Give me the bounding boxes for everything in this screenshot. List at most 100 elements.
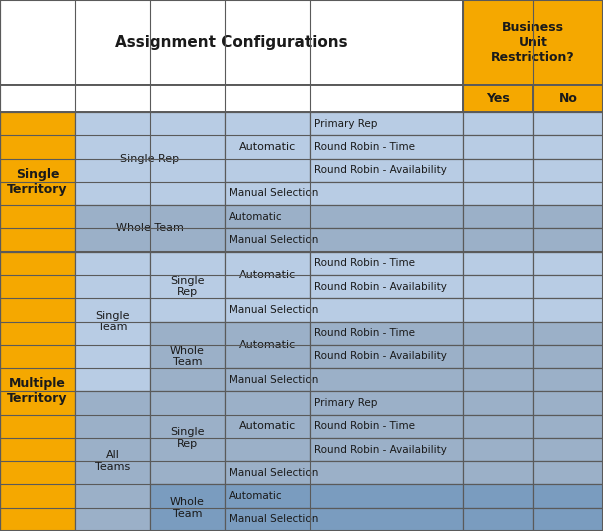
Bar: [463, 205, 533, 228]
Text: Manual Selection: Manual Selection: [229, 305, 318, 315]
Bar: [225, 298, 463, 321]
Bar: [463, 159, 533, 182]
Text: Manual Selection: Manual Selection: [229, 189, 318, 199]
Text: Manual Selection: Manual Selection: [229, 515, 318, 524]
Bar: [310, 321, 463, 345]
Bar: [463, 461, 533, 484]
Bar: [310, 438, 463, 461]
Bar: [310, 112, 463, 135]
Bar: [533, 484, 603, 508]
Bar: [533, 135, 603, 159]
Text: Manual Selection: Manual Selection: [229, 468, 318, 478]
Text: Round Robin - Time: Round Robin - Time: [314, 328, 415, 338]
Bar: [225, 461, 463, 484]
Bar: [463, 275, 533, 298]
Bar: [533, 275, 603, 298]
Text: All
Teams: All Teams: [95, 450, 130, 472]
Bar: [463, 85, 533, 112]
Bar: [463, 228, 533, 252]
Text: Automatic: Automatic: [239, 270, 296, 280]
Bar: [463, 252, 533, 275]
Bar: [75, 112, 225, 205]
Bar: [150, 321, 225, 391]
Text: Automatic: Automatic: [239, 340, 296, 350]
Bar: [225, 252, 310, 298]
Bar: [225, 321, 310, 368]
Bar: [533, 438, 603, 461]
Bar: [150, 391, 225, 484]
Text: Round Robin - Time: Round Robin - Time: [314, 142, 415, 152]
Bar: [0, 0, 463, 85]
Text: Whole Team: Whole Team: [116, 224, 184, 234]
Bar: [533, 205, 603, 228]
Text: Automatic: Automatic: [229, 491, 283, 501]
Text: Single
Rep: Single Rep: [170, 427, 205, 449]
Bar: [533, 391, 603, 415]
Bar: [225, 508, 463, 531]
Text: Automatic: Automatic: [229, 212, 283, 222]
Bar: [463, 182, 533, 205]
Bar: [533, 298, 603, 321]
Bar: [0, 112, 75, 252]
Bar: [75, 205, 225, 252]
Text: Primary Rep: Primary Rep: [314, 398, 377, 408]
Text: Multiple
Territory: Multiple Territory: [7, 378, 68, 405]
Bar: [463, 298, 533, 321]
Bar: [463, 135, 533, 159]
Text: Yes: Yes: [486, 92, 510, 105]
Bar: [533, 85, 603, 112]
Bar: [150, 252, 225, 321]
Text: Round Robin - Availability: Round Robin - Availability: [314, 352, 447, 362]
Bar: [533, 415, 603, 438]
Bar: [533, 368, 603, 391]
Text: Round Robin - Availability: Round Robin - Availability: [314, 444, 447, 455]
Bar: [533, 252, 603, 275]
Bar: [463, 391, 533, 415]
Bar: [310, 275, 463, 298]
Text: Round Robin - Time: Round Robin - Time: [314, 258, 415, 268]
Text: Single
Rep: Single Rep: [170, 276, 205, 297]
Bar: [533, 345, 603, 368]
Text: Primary Rep: Primary Rep: [314, 118, 377, 129]
Bar: [463, 484, 533, 508]
Bar: [0, 112, 603, 531]
Text: Whole
Team: Whole Team: [170, 497, 205, 519]
Text: Automatic: Automatic: [239, 142, 296, 152]
Bar: [225, 182, 463, 205]
Text: Single
Territory: Single Territory: [7, 168, 68, 196]
Bar: [225, 112, 310, 182]
Text: Single
Team: Single Team: [95, 311, 130, 332]
Bar: [463, 508, 533, 531]
Bar: [463, 321, 533, 345]
Bar: [310, 159, 463, 182]
Bar: [75, 252, 150, 391]
Bar: [533, 321, 603, 345]
Text: Manual Selection: Manual Selection: [229, 235, 318, 245]
Text: Manual Selection: Manual Selection: [229, 375, 318, 384]
Bar: [310, 252, 463, 275]
Bar: [533, 159, 603, 182]
Bar: [533, 508, 603, 531]
Bar: [150, 484, 225, 531]
Bar: [0, 85, 463, 112]
Bar: [225, 391, 310, 461]
Text: Business
Unit
Restriction?: Business Unit Restriction?: [491, 21, 575, 64]
Bar: [533, 182, 603, 205]
Bar: [463, 368, 533, 391]
Bar: [225, 228, 463, 252]
Bar: [310, 391, 463, 415]
Bar: [225, 484, 463, 508]
Bar: [75, 391, 150, 531]
Bar: [463, 438, 533, 461]
Text: Round Robin - Availability: Round Robin - Availability: [314, 165, 447, 175]
Text: Assignment Configurations: Assignment Configurations: [115, 35, 348, 50]
Bar: [0, 252, 75, 531]
Bar: [533, 461, 603, 484]
Bar: [463, 415, 533, 438]
Text: Round Robin - Time: Round Robin - Time: [314, 421, 415, 431]
Bar: [463, 0, 603, 85]
Text: Single Rep: Single Rep: [121, 153, 180, 164]
Bar: [310, 135, 463, 159]
Text: Whole
Team: Whole Team: [170, 346, 205, 367]
Text: Automatic: Automatic: [239, 421, 296, 431]
